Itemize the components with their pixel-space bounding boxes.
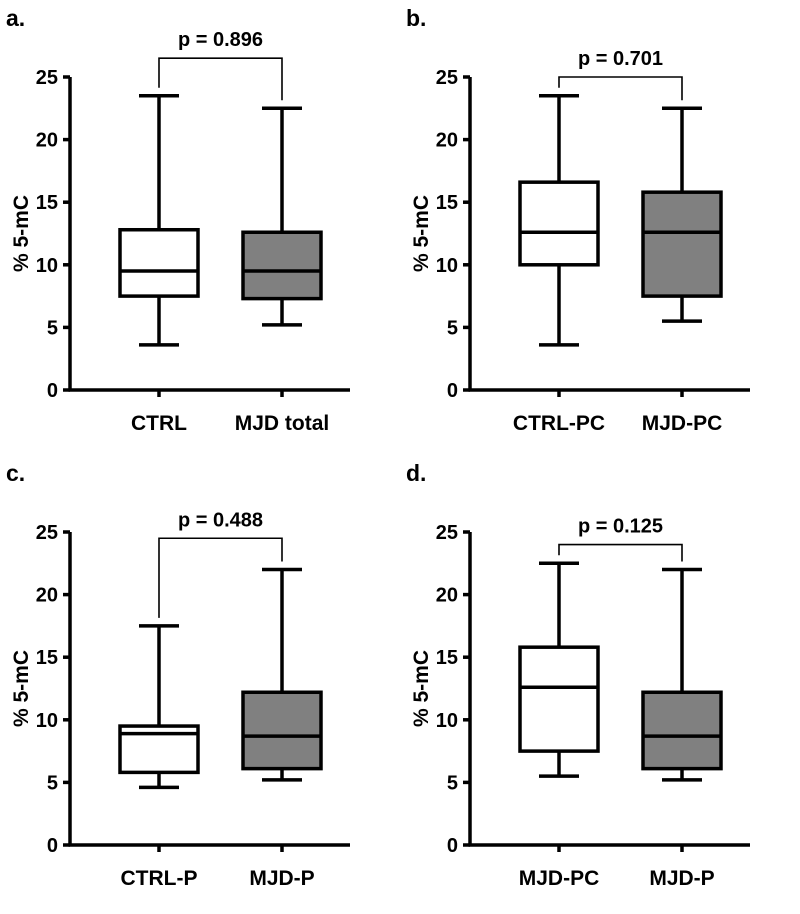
y-tick-label: 10 [36,710,58,732]
panel-label: a. [6,5,25,31]
y-axis-title: % 5-mC [10,650,33,727]
significance-bracket [158,57,283,101]
panel-label: c. [6,460,25,486]
x-category-label: MJD-P [249,867,314,890]
y-tick-label: 5 [47,317,58,339]
y-tick-label: 10 [36,255,58,277]
significance-bracket [558,76,683,101]
y-tick-label: 0 [447,380,458,402]
panel-label: d. [406,460,426,486]
panel-a: a. % 5-mC 0 5 10 15 20 25 CTRL MJD total p = 0.896 [0,0,400,454]
panel-b: b. % 5-mC 0 5 10 15 20 25 CTRL-PC MJD-PC p = 0.701 [400,0,800,454]
y-tick-label: 20 [36,130,58,152]
boxplot-chart: d. % 5-mC 0 5 10 15 20 25 MJD-PC MJD-P p = 0.125 [406,460,750,890]
x-category-label: MJD-P [649,867,714,890]
significance-bracket [158,537,283,618]
y-tick-label: 10 [436,255,458,277]
y-axis-title: % 5-mC [10,195,33,272]
y-tick-label: 15 [36,647,58,669]
p-value-label: p = 0.896 [178,29,263,51]
y-tick-label: 25 [436,522,458,544]
panel-d: d. % 5-mC 0 5 10 15 20 25 MJD-PC MJD-P p = 0.125 [400,455,800,909]
y-tick-label: 0 [447,835,458,857]
y-tick-label: 20 [36,585,58,607]
y-axis-title: % 5-mC [410,650,433,727]
y-tick-label: 5 [447,317,458,339]
y-tick-label: 5 [447,772,458,794]
x-category-label: CTRL-PC [513,412,605,435]
p-value-label: p = 0.488 [178,509,263,531]
boxplot-chart: b. % 5-mC 0 5 10 15 20 25 CTRL-PC MJD-PC p = 0.701 [406,5,750,435]
boxplot-chart: c. % 5-mC 0 5 10 15 20 25 CTRL-P MJD-P p = 0.488 [6,460,350,890]
panel-c: c. % 5-mC 0 5 10 15 20 25 CTRL-P MJD-P p = 0.488 [0,455,400,909]
box-iqr [241,230,323,301]
box-iqr [641,690,723,771]
y-tick-label: 25 [436,67,458,89]
y-axis-title: % 5-mC [410,195,433,272]
y-tick-label: 25 [36,67,58,89]
y-tick-label: 15 [436,192,458,214]
boxplot-chart: a. % 5-mC 0 5 10 15 20 25 CTRL MJD total p = 0.896 [6,5,350,435]
y-tick-label: 20 [436,585,458,607]
y-tick-label: 25 [36,522,58,544]
box-iqr [518,180,600,267]
box-iqr [641,190,723,298]
y-tick-label: 0 [47,380,58,402]
significance-bracket [558,543,683,562]
x-category-label: MJD total [235,412,330,435]
y-tick-label: 0 [47,835,58,857]
y-tick-label: 20 [436,130,458,152]
x-category-label: MJD-PC [519,867,600,890]
box-iqr [518,645,600,753]
box-iqr [241,690,323,771]
p-value-label: p = 0.701 [578,48,663,70]
y-tick-label: 15 [36,192,58,214]
y-tick-label: 15 [436,647,458,669]
p-value-label: p = 0.125 [578,516,663,538]
x-category-label: CTRL [131,412,187,435]
y-tick-label: 5 [47,772,58,794]
box-iqr [118,227,200,298]
x-category-label: MJD-PC [642,412,723,435]
panel-label: b. [406,5,426,31]
x-category-label: CTRL-P [121,867,198,890]
y-tick-label: 10 [436,710,458,732]
